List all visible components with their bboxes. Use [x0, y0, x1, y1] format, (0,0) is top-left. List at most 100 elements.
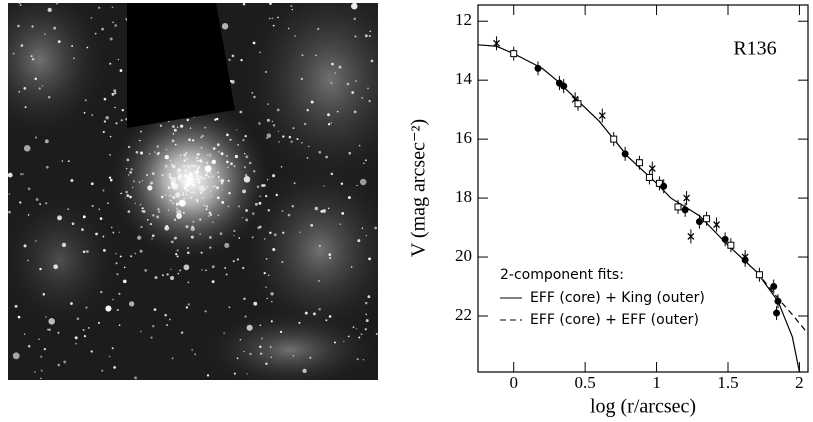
- star: [292, 127, 295, 129]
- star: [19, 4, 22, 6]
- star: [43, 348, 46, 351]
- star: [365, 234, 367, 237]
- star: [266, 297, 268, 300]
- star: [263, 271, 266, 275]
- star: [212, 186, 214, 188]
- star: [301, 142, 303, 144]
- star: [196, 159, 199, 162]
- star: [343, 340, 345, 343]
- star: [226, 133, 229, 137]
- star: [245, 174, 248, 177]
- star: [132, 180, 135, 183]
- star: [223, 332, 225, 335]
- star: [183, 264, 190, 271]
- legend-title: 2-component fits:: [500, 267, 624, 283]
- star: [82, 215, 86, 219]
- star: [120, 119, 123, 122]
- star: [275, 193, 278, 197]
- star: [85, 306, 88, 309]
- star: [233, 164, 236, 168]
- star: [140, 226, 143, 228]
- star: [31, 57, 35, 61]
- data-point: [681, 206, 689, 214]
- star: [208, 236, 212, 239]
- star: [287, 27, 290, 30]
- data-point: [674, 203, 682, 211]
- star: [114, 106, 116, 109]
- star: [225, 273, 228, 276]
- star: [206, 154, 209, 157]
- star: [238, 237, 241, 239]
- star: [245, 218, 249, 222]
- star: [114, 24, 117, 27]
- star: [208, 171, 211, 174]
- y-axis-label: V (mag arcsec⁻²): [408, 119, 430, 257]
- data-point: [610, 135, 618, 143]
- star: [164, 194, 167, 196]
- star: [91, 114, 94, 116]
- star: [124, 197, 126, 199]
- x-tick-label: 1.5: [717, 373, 738, 392]
- star: [261, 337, 263, 340]
- star: [361, 227, 364, 229]
- star: [292, 354, 295, 357]
- star: [199, 191, 203, 195]
- star: [111, 6, 114, 9]
- star: [109, 178, 113, 182]
- star: [236, 129, 238, 131]
- star: [180, 331, 184, 334]
- star: [365, 313, 368, 316]
- star: [319, 244, 321, 247]
- star: [8, 172, 13, 178]
- star: [201, 134, 204, 138]
- data-point: [703, 215, 711, 223]
- star: [171, 357, 174, 360]
- star: [86, 46, 89, 49]
- star: [149, 222, 152, 226]
- star: [263, 237, 266, 240]
- star: [272, 248, 276, 252]
- star: [242, 266, 245, 270]
- star: [105, 115, 109, 120]
- star: [147, 185, 153, 191]
- star: [8, 210, 11, 214]
- star: [243, 166, 246, 169]
- star: [234, 154, 239, 159]
- star: [259, 51, 261, 53]
- star: [71, 45, 74, 47]
- star: [233, 234, 235, 237]
- star: [140, 330, 142, 333]
- star: [252, 41, 256, 45]
- star: [102, 189, 105, 192]
- star: [84, 99, 87, 102]
- star: [279, 330, 283, 333]
- star: [73, 57, 75, 60]
- star: [358, 144, 361, 147]
- star: [146, 173, 149, 176]
- star: [129, 171, 132, 174]
- star: [81, 228, 84, 232]
- star: [185, 225, 189, 229]
- star: [191, 164, 194, 167]
- star: [102, 248, 106, 252]
- star: [34, 371, 36, 373]
- star: [251, 236, 254, 239]
- star: [200, 146, 203, 149]
- star: [209, 246, 212, 249]
- star: [312, 312, 316, 316]
- data-point: [660, 182, 668, 190]
- star: [243, 350, 245, 353]
- star: [281, 260, 284, 264]
- star: [239, 110, 243, 114]
- star: [208, 215, 210, 217]
- star: [146, 218, 149, 221]
- star: [249, 352, 252, 356]
- star: [57, 215, 63, 221]
- star: [226, 155, 228, 157]
- data-point: [598, 112, 606, 120]
- star: [109, 135, 112, 138]
- star: [82, 328, 85, 332]
- star: [180, 124, 184, 128]
- star: [356, 358, 359, 361]
- star: [352, 326, 355, 329]
